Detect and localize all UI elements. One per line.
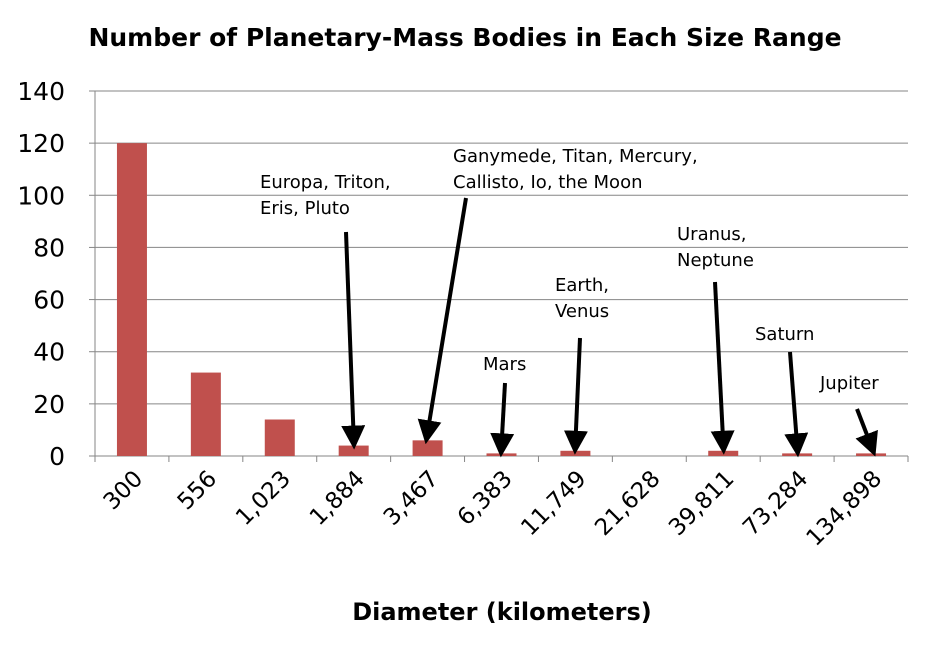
x-axis-ticks: 300 556 1,023 1,884 3,467 6,38311,74921,62839…	[99, 466, 888, 552]
annotation: Uranus, Neptune	[677, 224, 754, 455]
annotation: Europa, Triton, Eris, Pluto	[260, 172, 391, 450]
annotation-arrow	[563, 337, 588, 455]
annotation-arrow	[490, 382, 515, 458]
annotation-label: Ganymede, Titan, Mercury, Callisto, Io, t…	[453, 146, 698, 193]
y-tick-label: 0	[49, 442, 65, 471]
bar	[264, 419, 295, 456]
bar	[782, 453, 813, 456]
annotation-label: Earth, Venus	[555, 275, 609, 322]
annotation-arrow	[784, 351, 809, 458]
annotation: Ganymede, Titan, Mercury, Callisto, Io, t…	[417, 146, 698, 445]
bar	[190, 372, 221, 456]
x-tick-label: 11,749	[516, 466, 591, 541]
y-tick-label: 80	[33, 233, 65, 262]
bar	[856, 453, 887, 456]
annotation-label: Saturn	[755, 324, 814, 345]
annotation-arrow	[855, 408, 878, 457]
y-tick-label: 120	[17, 129, 65, 158]
bar	[708, 450, 739, 456]
x-tick-label: 3,467	[379, 466, 444, 531]
annotation-label: Mars	[483, 354, 526, 375]
x-tick-label: 134,898	[802, 466, 888, 552]
y-tick-label: 100	[17, 181, 65, 210]
y-tick-label: 60	[33, 286, 65, 315]
y-tick-label: 20	[33, 390, 65, 419]
annotation: Jupiter	[819, 373, 879, 457]
annotation: Earth, Venus	[555, 275, 609, 455]
bar	[412, 440, 443, 456]
annotation-arrow	[710, 281, 735, 455]
x-tick-label: 21,628	[590, 466, 665, 541]
x-tick-label: 300	[99, 466, 148, 515]
annotation-arrow	[417, 197, 468, 445]
y-axis-ticks: 0 20 40 60 80 100 120 140	[17, 77, 65, 471]
annotation-label: Europa, Triton, Eris, Pluto	[260, 172, 391, 219]
x-tick-label: 1,884	[305, 466, 370, 531]
x-axis-label: Diameter (kilometers)	[352, 598, 652, 626]
x-tick-label: 1,023	[231, 466, 296, 531]
bar	[486, 453, 517, 456]
x-tick-label: 6,383	[453, 466, 518, 531]
annotations: Europa, Triton, Eris, Pluto Ganymede, Tita…	[260, 146, 879, 458]
bar	[338, 445, 369, 456]
annotation: Mars	[483, 354, 526, 458]
annotation-label: Uranus, Neptune	[677, 224, 754, 271]
bar	[116, 143, 147, 456]
bar	[560, 450, 591, 456]
y-tick-label: 140	[17, 77, 65, 106]
annotation: Saturn	[755, 324, 814, 458]
y-tick-label: 40	[33, 338, 65, 367]
x-tick-label: 556	[173, 466, 222, 515]
x-tick-label: 73,284	[738, 466, 813, 541]
chart-title: Number of Planetary-Mass Bodies in Each …	[88, 23, 841, 52]
annotation-arrow	[341, 231, 366, 450]
annotation-label: Jupiter	[819, 373, 879, 394]
x-tick-label: 39,811	[664, 466, 739, 541]
gridlines	[95, 90, 908, 405]
